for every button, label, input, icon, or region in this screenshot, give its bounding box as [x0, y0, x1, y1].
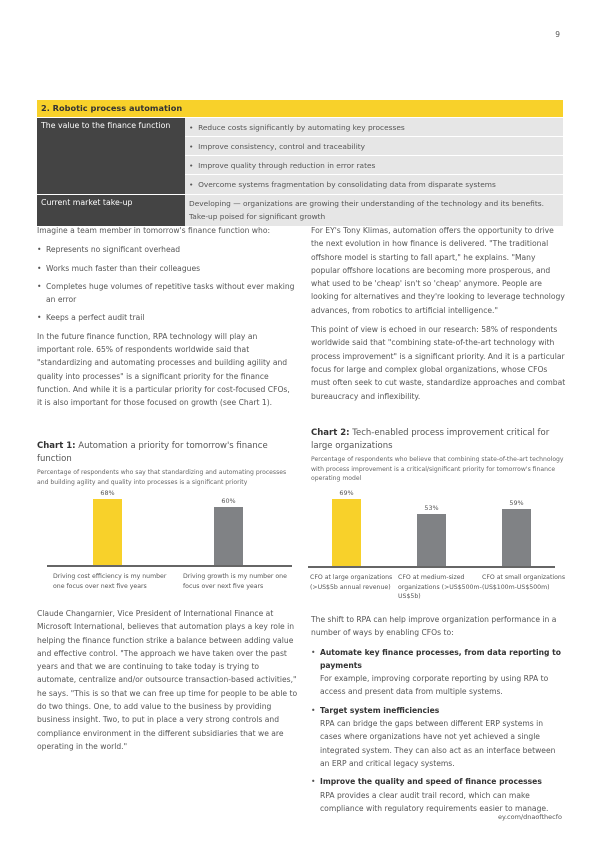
body-paragraph: In the future finance function, RPA tech… — [37, 331, 290, 408]
chart-2: 69% CFO at large organizations (>US$5b an… — [300, 480, 570, 605]
row-text: Developing — organizations are growing t… — [189, 199, 544, 221]
chart-1-header: Chart 1: Automation a priority for tomor… — [37, 440, 297, 487]
row-label: Current market take-up — [37, 195, 185, 226]
x-tick-label: Driving cost efficiency is my number one… — [53, 573, 167, 590]
table-bullet: • Improve consistency, control and trace… — [185, 137, 563, 156]
right-column-bottom: The shift to RPA can help improve organi… — [311, 613, 566, 820]
list-item: Improve the quality and speed of finance… — [311, 775, 566, 815]
row-label: The value to the finance function — [37, 118, 185, 194]
intro-text: Imagine a team member in tomorrow's fina… — [37, 226, 271, 235]
footer-link[interactable]: ey.com/dnaofthecfo — [498, 813, 562, 821]
bar — [332, 498, 361, 566]
list-item: Works much faster than their colleagues — [37, 262, 295, 276]
data-label: 59% — [509, 498, 524, 507]
body-paragraph: Claude Changarnier, Vice President of In… — [37, 609, 298, 751]
left-column-top: Imagine a team member in tomorrow's fina… — [37, 224, 295, 416]
x-tick-label: CFO at medium-sized organizations (>US$5… — [398, 574, 482, 600]
body-paragraph: This point of view is echoed in our rese… — [311, 325, 566, 401]
x-tick-label: CFO at large organizations (>US$5b annua… — [310, 574, 393, 591]
x-axis — [308, 566, 555, 568]
list-item: Keeps a perfect audit trail — [37, 311, 295, 325]
data-label: 68% — [100, 488, 115, 497]
chart-title-prefix: Chart 1: — [37, 441, 76, 451]
list-item: Automate key finance processes, from dat… — [311, 646, 566, 699]
x-tick-label: CFO at small organizations (US$100m-US$5… — [482, 574, 566, 591]
chart-title: Automation a priority for tomorrow's fin… — [37, 441, 268, 464]
data-label: 69% — [339, 488, 354, 497]
table-bullet: • Overcome systems fragmentation by cons… — [189, 180, 496, 189]
chart-2-header: Chart 2: Tech-enabled process improvemen… — [311, 427, 571, 484]
table-title: 2. Robotic process automation — [37, 100, 563, 117]
bar — [417, 514, 446, 566]
chart-title-prefix: Chart 2: — [311, 428, 350, 438]
x-tick-label: Driving growth is my number one focus ov… — [183, 573, 287, 590]
bar — [214, 506, 243, 565]
list-item: Represents no significant overhead — [37, 243, 295, 257]
chart-subtitle: Percentage of respondents who believe th… — [311, 456, 564, 482]
summary-table: 2. Robotic process automation The value … — [37, 100, 563, 226]
bar — [502, 508, 531, 566]
page-number: 9 — [555, 30, 560, 39]
bar — [93, 498, 122, 565]
x-axis — [47, 565, 292, 567]
table-row: Current market take-up Developing — orga… — [37, 194, 563, 226]
table-bullet: • Reduce costs significantly by automati… — [185, 118, 563, 137]
left-column-bottom: Claude Changarnier, Vice President of In… — [37, 607, 299, 759]
data-label: 53% — [424, 504, 439, 513]
data-label: 60% — [221, 496, 236, 505]
chart-subtitle: Percentage of respondents who say that s… — [37, 469, 287, 486]
chart-1: 68% Driving cost efficiency is my number … — [37, 480, 297, 600]
table-row: The value to the finance function • Redu… — [37, 117, 563, 194]
list-item: Completes huge volumes of repetitive tas… — [37, 280, 295, 307]
body-paragraph: The shift to RPA can help improve organi… — [311, 615, 557, 638]
chart-title: Tech-enabled process improvement critica… — [311, 428, 550, 451]
table-bullet: • Improve quality through reduction in e… — [185, 156, 563, 175]
right-column-top: For EY's Tony Klimas, automation offers … — [311, 224, 566, 409]
body-paragraph: For EY's Tony Klimas, automation offers … — [311, 226, 565, 315]
